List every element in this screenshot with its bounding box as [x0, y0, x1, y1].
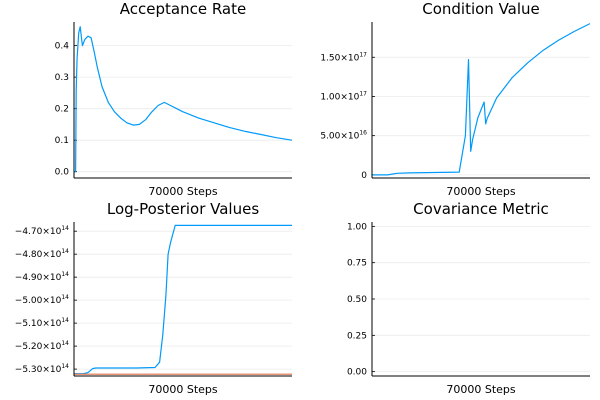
- panel-title: Covariance Metric: [413, 200, 549, 218]
- y-tick-label: 1.50×1017: [320, 51, 367, 63]
- x-axis-label: 70000 Steps: [148, 185, 218, 198]
- y-tick-mantissa: −5.30×10: [15, 365, 62, 375]
- y-tick-label: 0.3: [55, 73, 69, 83]
- y-tick-label: 0.0: [55, 168, 70, 178]
- x-axis-label: 70000 Steps: [148, 383, 218, 396]
- panel-covariance-metric: Covariance Metric 70000 Steps 0.000.250.…: [347, 200, 590, 396]
- y-tick-label: 1.00×1017: [320, 90, 367, 102]
- y-tick-exponent: 17: [359, 90, 367, 97]
- y-tick-label: −4.70×1014: [15, 225, 69, 237]
- y-tick-label: −4.80×1014: [15, 248, 69, 260]
- series-lines: [372, 23, 591, 176]
- y-tick-label: −5.20×1014: [15, 340, 69, 352]
- y-tick-label: 0.4: [55, 42, 70, 52]
- y-tick-label: 0.75: [347, 259, 367, 269]
- y-tick-exponent: 14: [61, 248, 69, 255]
- y-tick-label: 5.00×1016: [320, 130, 367, 142]
- grid-lines: [74, 45, 292, 173]
- x-axis-label: 70000 Steps: [446, 383, 516, 396]
- y-tick-exponent: 17: [359, 51, 367, 58]
- panel-log-posterior: Log-Posterior Values 70000 Steps −5.30×1…: [15, 200, 292, 396]
- y-tick-label: 0.50: [347, 295, 367, 305]
- y-tick-exponent: 14: [61, 225, 69, 232]
- series-lines: [74, 26, 293, 173]
- y-tick-label: 0.1: [55, 136, 69, 146]
- y-tick-exponent: 14: [61, 340, 69, 347]
- y-tick-label: 0.25: [347, 331, 367, 341]
- y-tick-exponent: 14: [61, 294, 69, 301]
- y-tick-label: 0.2: [55, 105, 69, 115]
- grid-lines: [74, 230, 292, 370]
- y-tick-label: −5.00×1014: [15, 294, 69, 306]
- panel-title: Condition Value: [422, 0, 540, 18]
- panel-condition-value: Condition Value 70000 Steps 0 5.00×1016 1.…: [320, 0, 591, 198]
- panel-title: Acceptance Rate: [120, 0, 246, 18]
- y-ticks: 0.00 0.25 0.50 0.75 1.00: [347, 222, 375, 378]
- y-tick-mantissa: 1.00×10: [320, 92, 359, 102]
- y-tick-label: −5.10×1014: [15, 317, 69, 329]
- panel-title: Log-Posterior Values: [107, 200, 259, 218]
- y-tick-label: −5.30×1014: [15, 363, 69, 375]
- y-tick-mantissa: −4.80×10: [15, 250, 62, 260]
- series-line-y1: [74, 26, 293, 173]
- y-tick-mantissa: −5.00×10: [15, 296, 62, 306]
- grid-lines: [372, 56, 590, 176]
- y-tick-label: 1.00: [347, 222, 367, 232]
- y-tick-exponent: 14: [61, 317, 69, 324]
- y-tick-label: 0: [361, 171, 367, 181]
- series-lines: [74, 224, 292, 375]
- x-axis-label: 70000 Steps: [446, 185, 516, 198]
- y-tick-label: 0.00: [347, 368, 367, 378]
- y-tick-mantissa: 5.00×10: [320, 132, 359, 142]
- y-tick-mantissa: −4.70×10: [15, 227, 62, 237]
- series-line-y1: [372, 23, 591, 176]
- grid-lines: [372, 225, 590, 373]
- y-tick-mantissa: −5.10×10: [15, 319, 62, 329]
- series-line-y1: [74, 224, 292, 375]
- y-tick-exponent: 14: [61, 363, 69, 370]
- panel-acceptance-rate: Acceptance Rate 70000 Steps 0.0 0.1 0.2 0.3…: [55, 0, 293, 198]
- y-tick-exponent: 14: [61, 271, 69, 278]
- y-ticks: −5.30×1014−5.20×1014−5.10×1014−5.00×1014…: [15, 225, 77, 375]
- y-tick-mantissa: −5.20×10: [15, 342, 62, 352]
- y-tick-label: −4.90×1014: [15, 271, 69, 283]
- y-tick-mantissa: −4.90×10: [15, 273, 62, 283]
- y-tick-mantissa: 1.50×10: [320, 53, 359, 63]
- y-tick-exponent: 16: [359, 130, 367, 137]
